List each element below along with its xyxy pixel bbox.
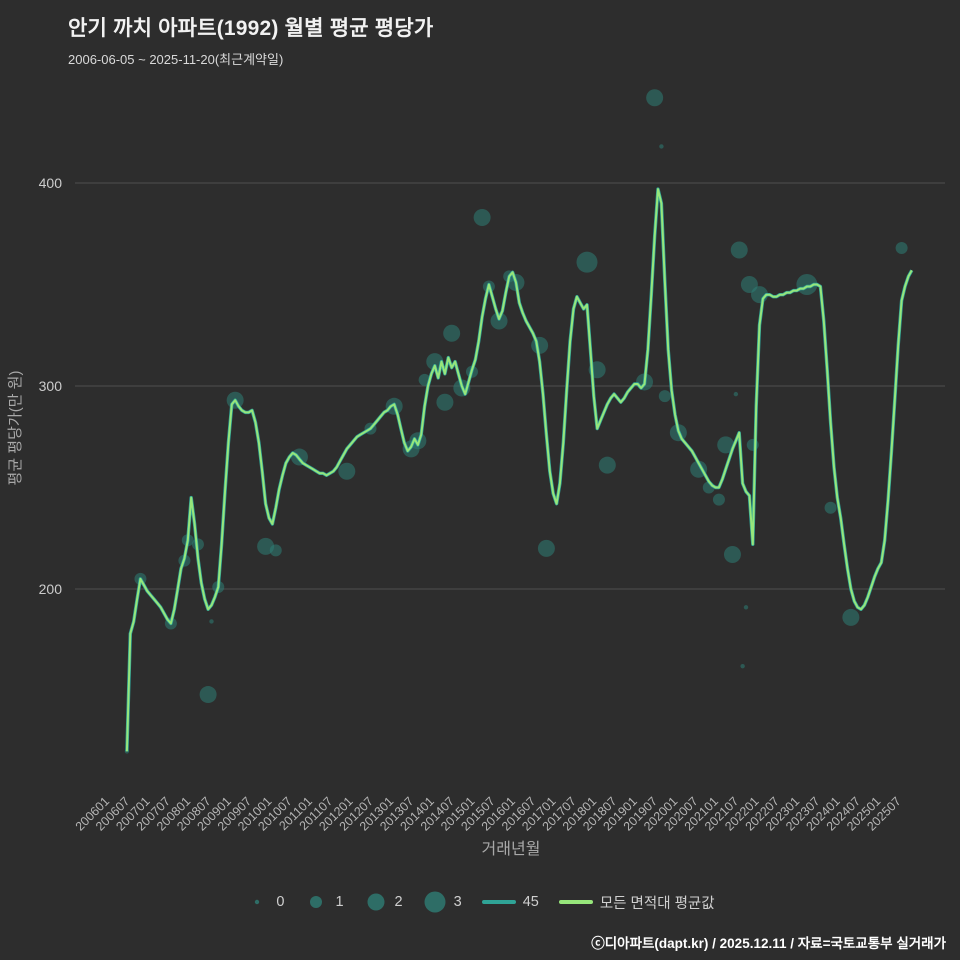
y-axis-title: 평균 평당가(만 원)	[7, 371, 24, 486]
legend-bubble-size-3[interactable]: 3	[423, 890, 462, 914]
transaction-bubble	[269, 544, 282, 557]
date-range-subtitle: 2006-06-05 ~ 2025-11-20(최근계약일)	[68, 52, 284, 67]
bubble-size-2-icon	[367, 893, 385, 911]
transaction-bubble	[209, 619, 214, 624]
transaction-bubble	[723, 545, 741, 563]
legend-bubble-size-0[interactable]: 0	[245, 890, 284, 914]
legend-bubble-size-1[interactable]: 1	[304, 890, 344, 914]
transaction-bubble	[712, 493, 725, 506]
legend-label: 45	[522, 894, 539, 910]
transaction-bubble	[824, 501, 837, 514]
bubble-size-1-icon	[310, 896, 323, 908]
line-average-icon	[558, 900, 593, 904]
transaction-bubble	[895, 241, 908, 254]
legend-label: 3	[453, 894, 462, 910]
line-45	[125, 187, 914, 752]
chart-legend: 0 1 2 3 45 모든 면적대 평균값	[0, 890, 960, 914]
transaction-bubble	[717, 436, 735, 454]
transaction-bubble	[740, 663, 745, 669]
bubble-size-0-icon	[255, 899, 260, 905]
transaction-bubble	[576, 251, 598, 273]
chart-header: 안기 까치 아파트(1992) 월별 평균 평당가 2006-06-05 ~ 2…	[68, 12, 433, 68]
line-45-icon	[481, 900, 516, 904]
transaction-bubble	[658, 390, 671, 403]
legend-label: 2	[394, 894, 403, 910]
bubble-size-3-icon	[424, 891, 446, 913]
y-tick-label: 400	[39, 175, 63, 191]
transaction-bubble	[842, 608, 860, 626]
transaction-bubble	[646, 89, 664, 107]
legend-series-average[interactable]: 모든 면적대 평균값	[558, 892, 715, 913]
transaction-bubble	[473, 209, 491, 227]
legend-label: 1	[335, 894, 344, 910]
legend-label: 모든 면적대 평균값	[599, 895, 715, 912]
transaction-bubble	[537, 539, 555, 557]
source-credit: ⓒ디아파트(dapt.kr) / 2025.12.11 / 자료=국토교통부 실…	[591, 936, 946, 951]
legend-label: 0	[276, 894, 285, 910]
page-title: 안기 까치 아파트(1992) 월별 평균 평당가	[68, 17, 434, 40]
line-average	[125, 188, 913, 752]
transaction-bubble	[733, 391, 739, 397]
legend-series-45[interactable]: 45	[481, 894, 539, 910]
transaction-bubble	[338, 462, 356, 480]
transaction-bubble	[743, 605, 749, 610]
transaction-bubble	[730, 241, 748, 259]
legend-bubble-size-2[interactable]: 2	[364, 890, 403, 914]
y-tick-label: 200	[39, 581, 63, 597]
y-tick-label: 300	[39, 378, 63, 394]
transaction-bubble	[659, 144, 664, 149]
transaction-bubble	[490, 312, 508, 330]
transaction-bubble	[199, 686, 217, 704]
transaction-bubble	[443, 324, 461, 342]
x-axis-title: 거래년월	[482, 840, 541, 858]
transaction-bubble	[598, 456, 616, 474]
transaction-bubble	[436, 393, 454, 411]
